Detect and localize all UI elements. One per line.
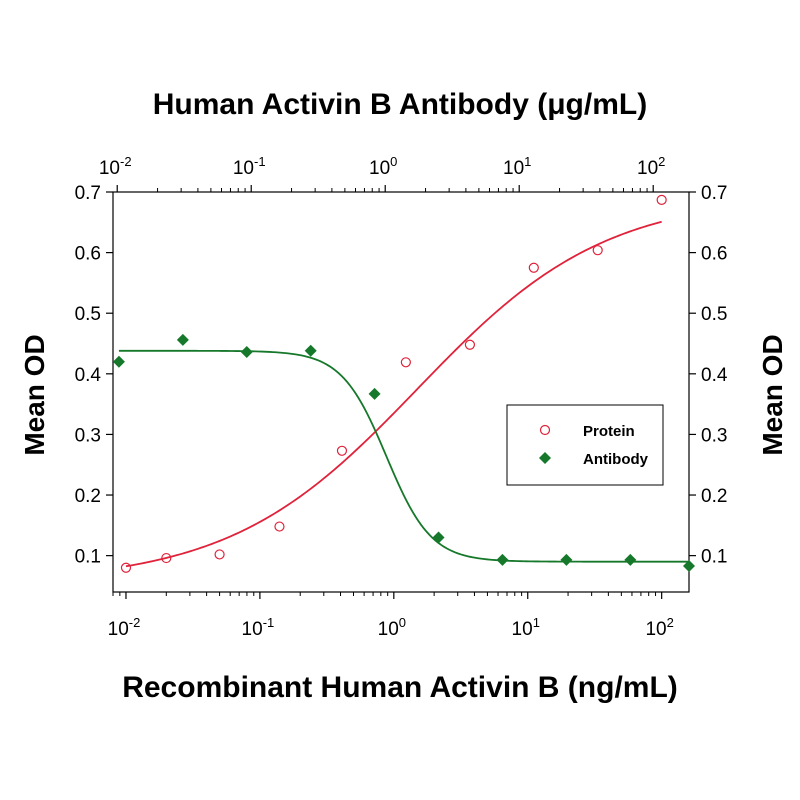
data-point-antibody bbox=[304, 344, 317, 357]
top-x-tick-label: 101 bbox=[503, 154, 531, 179]
data-point-antibody bbox=[624, 553, 637, 566]
bottom-axis-title: Recombinant Human Activin B (ng/mL) bbox=[122, 671, 678, 704]
y-tick-label-right: 0.1 bbox=[701, 547, 727, 568]
bottom-x-tick-label: 102 bbox=[645, 615, 673, 640]
bottom-x-tick-label: 10-2 bbox=[108, 615, 141, 640]
legend-marker-protein bbox=[539, 424, 551, 436]
data-points bbox=[112, 194, 695, 573]
data-point-protein bbox=[400, 357, 411, 368]
top-axis-title: Human Activin B Antibody (μg/mL) bbox=[153, 88, 647, 121]
legend-marker-antibody bbox=[539, 452, 551, 464]
data-point-protein bbox=[656, 194, 667, 205]
data-point-antibody bbox=[683, 559, 695, 572]
y-tick-label-right: 0.2 bbox=[701, 486, 727, 507]
y-tick-label-right: 0.4 bbox=[701, 365, 728, 386]
y-tick-label-right: 0.3 bbox=[701, 425, 727, 446]
top-x-tick-label: 102 bbox=[637, 154, 665, 179]
top-x-tick-label: 10-1 bbox=[233, 154, 266, 179]
legend-label-antibody: Antibody bbox=[583, 451, 649, 468]
data-point-antibody bbox=[112, 355, 125, 368]
y-tick-label-right: 0.7 bbox=[701, 183, 727, 204]
fit-curve-antibody bbox=[118, 349, 689, 563]
data-point-antibody bbox=[560, 553, 573, 566]
bottom-x-tick-label: 10-1 bbox=[242, 615, 275, 640]
legend-box bbox=[506, 404, 664, 486]
bottom-x-tick-label: 101 bbox=[512, 615, 540, 640]
data-point-protein bbox=[274, 521, 285, 532]
y-tick-label-left: 0.3 bbox=[75, 425, 101, 446]
y-tick-label-left: 0.4 bbox=[75, 365, 102, 386]
y-tick-label-right: 0.6 bbox=[701, 244, 727, 265]
data-point-antibody bbox=[176, 333, 189, 346]
left-y-axis-title: Mean OD bbox=[19, 334, 50, 455]
fit-curves bbox=[118, 220, 689, 568]
top-x-tick-label: 100 bbox=[369, 154, 397, 179]
y-tick-label-left: 0.2 bbox=[75, 486, 101, 507]
top-x-tick-label: 10-2 bbox=[99, 154, 132, 179]
y-tick-label-left: 0.1 bbox=[75, 547, 101, 568]
data-point-protein bbox=[592, 245, 603, 256]
data-point-protein bbox=[336, 445, 348, 456]
data-point-protein bbox=[528, 262, 539, 273]
data-point-protein bbox=[120, 562, 132, 573]
legend-label-protein: Protein bbox=[583, 423, 635, 440]
data-point-antibody bbox=[496, 553, 509, 566]
y-tick-label-right: 0.5 bbox=[701, 304, 727, 325]
ticks-layer: 0.1 0.1 0.2 0.2 0.3 0.3 0.4 0.4 0.5 0.5 0.6 0.6 0.7 0… bbox=[75, 154, 728, 640]
bottom-x-tick-label: 100 bbox=[378, 615, 406, 640]
plot-frame bbox=[112, 191, 690, 593]
fit-curve-protein bbox=[125, 220, 662, 568]
y-tick-label-left: 0.5 bbox=[75, 304, 101, 325]
right-y-axis-title: Mean OD bbox=[757, 334, 788, 455]
data-point-protein bbox=[214, 549, 225, 560]
legend: Protein Antibody bbox=[506, 404, 664, 486]
y-tick-label-left: 0.7 bbox=[75, 183, 101, 204]
data-point-antibody bbox=[432, 531, 445, 544]
data-point-protein bbox=[161, 552, 172, 564]
data-point-protein bbox=[464, 339, 476, 350]
data-point-antibody bbox=[240, 346, 253, 358]
y-tick-label-left: 0.6 bbox=[75, 244, 101, 265]
data-point-antibody bbox=[368, 387, 381, 400]
